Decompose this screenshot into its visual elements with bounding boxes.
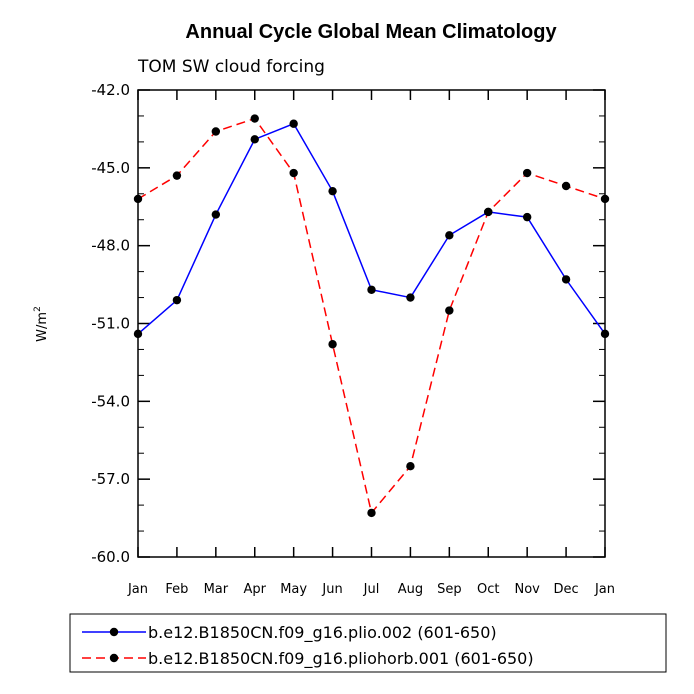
x-tick-label: Aug <box>398 582 423 597</box>
y-tick-label: -54.0 <box>91 392 130 410</box>
series-1-point <box>133 329 143 339</box>
series-2-point <box>328 340 337 349</box>
series-1-point <box>600 329 610 339</box>
y-tick-label: -45.0 <box>91 159 130 177</box>
y-axis-label: W/m2 <box>33 306 50 342</box>
series-2-point <box>289 168 298 178</box>
series-2-point <box>484 207 493 217</box>
x-tick-label: Jan <box>594 582 615 597</box>
x-tick-label: Dec <box>554 582 579 597</box>
legend-box <box>69 613 667 673</box>
legend: b.e12.B1850CN.f09_g16.plio.002 (601-650)… <box>69 613 667 673</box>
legend-marker-2 <box>109 653 119 663</box>
y-tick-label: -48.0 <box>91 237 130 255</box>
series-1-point <box>328 186 337 196</box>
y-axis-label-text: W/m <box>35 312 50 342</box>
series-1-point <box>406 293 415 302</box>
plot-frame <box>137 89 606 558</box>
x-tick-label: Mar <box>204 582 229 597</box>
series-1-point <box>172 295 182 305</box>
x-tick-label: Jun <box>321 582 342 597</box>
series-2-point <box>133 194 143 204</box>
series-1-point <box>561 275 571 284</box>
series-line-2 <box>137 117 606 515</box>
y-tick-label: -57.0 <box>91 470 130 488</box>
series-2-point <box>406 461 415 471</box>
x-tick-label: May <box>280 582 307 597</box>
series-2-point <box>172 171 182 180</box>
x-tick-label: Jan <box>127 582 148 597</box>
chart-title: Annual Cycle Global Mean Climatology <box>185 21 557 43</box>
series-line-1 <box>137 122 606 335</box>
series-2-point <box>600 194 610 204</box>
legend-marker-1 <box>109 627 119 637</box>
y-tick-label: -51.0 <box>91 315 130 333</box>
series-2-point <box>445 306 454 315</box>
series-layer <box>133 114 610 518</box>
series-1-point <box>367 285 376 294</box>
series-1-point <box>445 231 454 240</box>
legend-label-2: b.e12.B1850CN.f09_g16.pliohorb.001 (601-… <box>148 649 534 669</box>
series-1-point <box>250 135 259 144</box>
series-2-point <box>522 168 532 178</box>
x-tick-label: Nov <box>514 582 540 597</box>
y-tick-label: -60.0 <box>91 548 130 566</box>
series-2-point <box>211 127 221 136</box>
series-1-point <box>522 212 532 222</box>
chart-subtitle: TOM SW cloud forcing <box>137 57 325 77</box>
y-axis-label-superscript: 2 <box>33 306 43 312</box>
x-tick-label: Jul <box>363 582 380 597</box>
series-2-point <box>367 508 376 518</box>
series-1-point <box>211 210 221 219</box>
x-tick-label: Feb <box>165 582 188 597</box>
series-2-point <box>561 181 571 191</box>
x-tick-label: Sep <box>437 582 462 597</box>
series-2-point <box>250 114 259 123</box>
x-axis: Jan Feb Mar Apr May Jun Jul Aug Sep Oct Nov Dec Jan <box>127 90 615 597</box>
legend-label-1: b.e12.B1850CN.f09_g16.plio.002 (601-650) <box>148 623 497 643</box>
y-axis: -42.0 -45.0 -48.0 -51.0 -54.0 -57.0 -60.0 <box>91 81 605 566</box>
y-tick-label: -42.0 <box>91 81 130 99</box>
x-tick-label: Oct <box>477 582 499 597</box>
svg-text:W/m2: W/m2 <box>33 306 50 342</box>
x-tick-label: Apr <box>244 582 267 597</box>
series-1-point <box>289 119 298 128</box>
